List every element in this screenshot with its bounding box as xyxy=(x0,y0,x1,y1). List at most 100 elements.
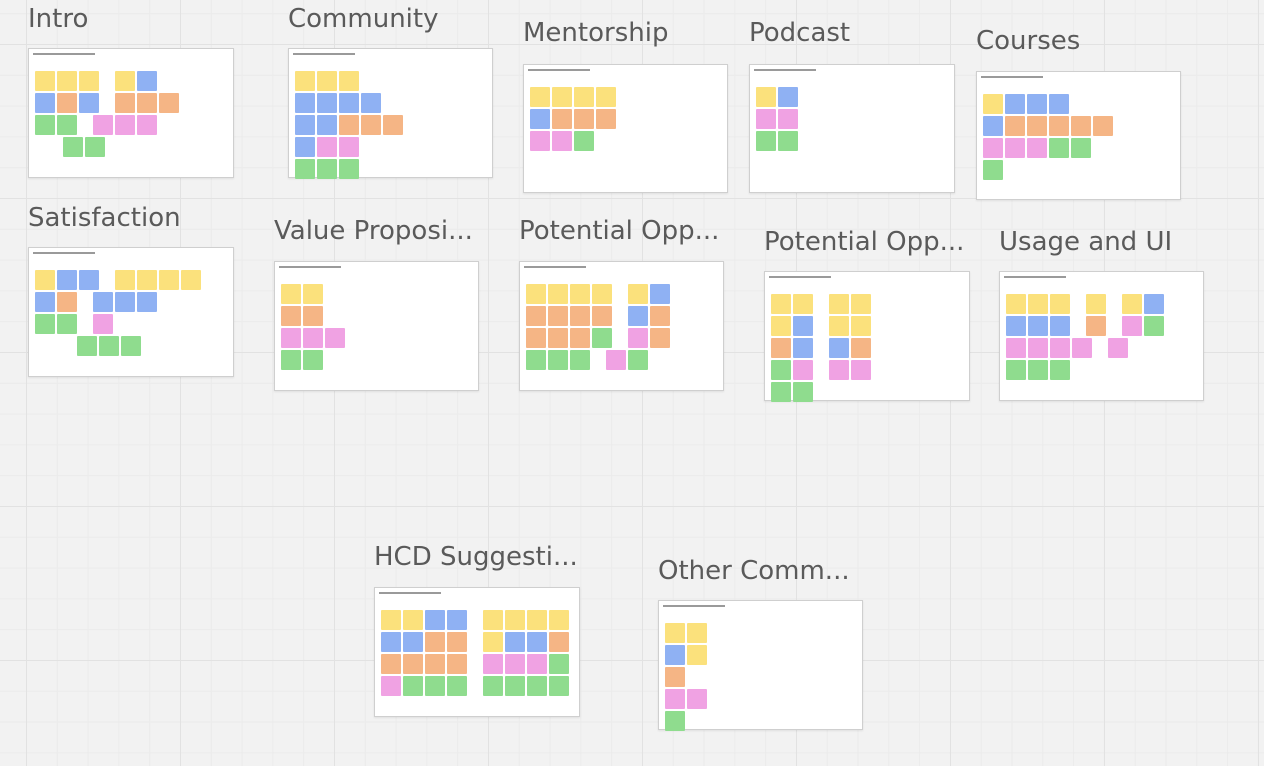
sticky-note[interactable] xyxy=(505,610,525,630)
sticky-note[interactable] xyxy=(447,676,467,696)
sticky-note[interactable] xyxy=(1028,294,1048,314)
sticky-note[interactable] xyxy=(425,632,445,652)
frame-title[interactable]: Community xyxy=(288,4,439,34)
sticky-note[interactable] xyxy=(527,632,547,652)
sticky-note[interactable] xyxy=(829,316,849,336)
sticky-note[interactable] xyxy=(483,676,503,696)
sticky-note[interactable] xyxy=(505,654,525,674)
frame-board[interactable] xyxy=(274,261,479,391)
sticky-note[interactable] xyxy=(1027,138,1047,158)
sticky-note[interactable] xyxy=(295,137,315,157)
sticky-note[interactable] xyxy=(592,306,612,326)
sticky-note[interactable] xyxy=(1049,94,1069,114)
frame-board[interactable] xyxy=(976,71,1181,200)
sticky-note[interactable] xyxy=(1093,116,1113,136)
sticky-note[interactable] xyxy=(447,654,467,674)
sticky-note[interactable] xyxy=(35,93,55,113)
sticky-note[interactable] xyxy=(35,292,55,312)
frame-title[interactable]: Intro xyxy=(28,4,89,34)
sticky-note[interactable] xyxy=(549,610,569,630)
frame-board[interactable] xyxy=(658,600,863,731)
sticky-note[interactable] xyxy=(1027,94,1047,114)
sticky-note[interactable] xyxy=(527,676,547,696)
sticky-note[interactable] xyxy=(303,306,323,326)
frame-title[interactable]: Usage and UI xyxy=(999,227,1173,257)
sticky-note[interactable] xyxy=(851,338,871,358)
sticky-note[interactable] xyxy=(115,270,135,290)
sticky-note[interactable] xyxy=(483,610,503,630)
sticky-note[interactable] xyxy=(851,294,871,314)
sticky-note[interactable] xyxy=(303,350,323,370)
sticky-note[interactable] xyxy=(1050,360,1070,380)
sticky-note[interactable] xyxy=(93,292,113,312)
sticky-note[interactable] xyxy=(771,316,791,336)
sticky-note[interactable] xyxy=(756,109,776,129)
sticky-note[interactable] xyxy=(295,115,315,135)
sticky-note[interactable] xyxy=(771,294,791,314)
sticky-note[interactable] xyxy=(137,270,157,290)
sticky-note[interactable] xyxy=(425,676,445,696)
sticky-note[interactable] xyxy=(381,632,401,652)
sticky-note[interactable] xyxy=(181,270,201,290)
sticky-note[interactable] xyxy=(317,71,337,91)
sticky-note[interactable] xyxy=(793,294,813,314)
sticky-note[interactable] xyxy=(793,382,813,402)
sticky-note[interactable] xyxy=(1006,316,1026,336)
sticky-note[interactable] xyxy=(1027,116,1047,136)
sticky-note[interactable] xyxy=(57,71,77,91)
sticky-note[interactable] xyxy=(650,284,670,304)
sticky-note[interactable] xyxy=(505,676,525,696)
sticky-note[interactable] xyxy=(57,314,77,334)
sticky-note[interactable] xyxy=(403,610,423,630)
sticky-note[interactable] xyxy=(527,610,547,630)
sticky-note[interactable] xyxy=(1071,116,1091,136)
sticky-note[interactable] xyxy=(829,360,849,380)
sticky-note[interactable] xyxy=(159,93,179,113)
sticky-note[interactable] xyxy=(829,338,849,358)
sticky-note[interactable] xyxy=(295,93,315,113)
sticky-note[interactable] xyxy=(137,115,157,135)
sticky-note[interactable] xyxy=(57,115,77,135)
sticky-note[interactable] xyxy=(756,131,776,151)
sticky-note[interactable] xyxy=(1086,294,1106,314)
frame-board[interactable] xyxy=(523,64,728,193)
sticky-note[interactable] xyxy=(317,93,337,113)
sticky-note[interactable] xyxy=(771,382,791,402)
sticky-note[interactable] xyxy=(137,93,157,113)
sticky-note[interactable] xyxy=(1050,294,1070,314)
sticky-note[interactable] xyxy=(295,71,315,91)
sticky-note[interactable] xyxy=(650,306,670,326)
sticky-note[interactable] xyxy=(793,316,813,336)
sticky-note[interactable] xyxy=(628,350,648,370)
sticky-note[interactable] xyxy=(295,159,315,179)
frame-board[interactable] xyxy=(288,48,493,179)
sticky-note[interactable] xyxy=(57,93,77,113)
sticky-note[interactable] xyxy=(606,350,626,370)
sticky-note[interactable] xyxy=(628,306,648,326)
sticky-note[interactable] xyxy=(115,115,135,135)
sticky-note[interactable] xyxy=(778,109,798,129)
sticky-note[interactable] xyxy=(383,115,403,135)
frame-board[interactable] xyxy=(764,271,970,402)
sticky-note[interactable] xyxy=(983,160,1003,180)
sticky-note[interactable] xyxy=(403,676,423,696)
sticky-note[interactable] xyxy=(1122,316,1142,336)
frame-board[interactable] xyxy=(374,587,580,717)
sticky-note[interactable] xyxy=(596,109,616,129)
sticky-note[interactable] xyxy=(35,314,55,334)
sticky-note[interactable] xyxy=(530,109,550,129)
sticky-note[interactable] xyxy=(665,711,685,731)
sticky-note[interactable] xyxy=(687,689,707,709)
sticky-note[interactable] xyxy=(361,93,381,113)
sticky-note[interactable] xyxy=(549,654,569,674)
sticky-note[interactable] xyxy=(339,93,359,113)
sticky-note[interactable] xyxy=(1028,316,1048,336)
sticky-note[interactable] xyxy=(325,328,345,348)
sticky-note[interactable] xyxy=(79,71,99,91)
sticky-note[interactable] xyxy=(592,284,612,304)
sticky-note[interactable] xyxy=(57,292,77,312)
sticky-note[interactable] xyxy=(1071,138,1091,158)
sticky-note[interactable] xyxy=(530,131,550,151)
sticky-note[interactable] xyxy=(85,137,105,157)
sticky-note[interactable] xyxy=(425,610,445,630)
